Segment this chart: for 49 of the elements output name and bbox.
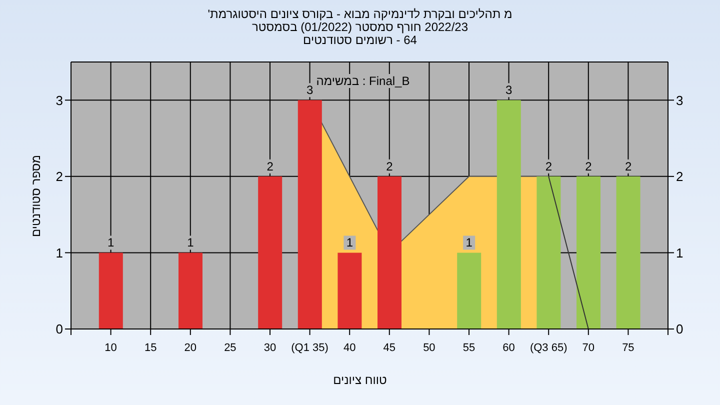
data-label: 1 (346, 236, 354, 250)
bar (536, 176, 561, 329)
x-tick-label: 20 (184, 342, 197, 354)
y-tick-label: 3 (56, 92, 63, 108)
chart-title: מ תהליכים ובקרת לדינמיקה מבוא - בקורס ציונים היסטוגרמת' (206, 7, 514, 21)
data-label: 2 (545, 159, 552, 174)
data-label: 3 (306, 83, 314, 98)
bar (378, 176, 402, 329)
y2-tick-label: 1 (676, 245, 684, 260)
y2-tick-label: 3 (676, 92, 684, 108)
bar (576, 176, 600, 329)
data-label: 2 (624, 159, 632, 174)
data-label: 1 (187, 236, 194, 250)
x-tick-label: 50 (423, 342, 436, 354)
x-tick-label: 10 (104, 342, 117, 354)
bar (258, 176, 282, 329)
x-tick-label: 75 (622, 342, 634, 354)
bar (616, 176, 640, 329)
x-tick-label: 40 (343, 342, 356, 354)
x-axis-title: טווח ציונים (332, 373, 388, 387)
y-tick-label: 1 (56, 245, 63, 260)
y-tick-label: 0 (56, 322, 63, 337)
data-label: 2 (266, 159, 274, 174)
x-tick-label: (Q1 35) (291, 342, 328, 354)
data-label: 3 (506, 83, 513, 98)
bar (496, 100, 521, 329)
y-tick-label: 2 (56, 169, 63, 184)
bar (98, 252, 123, 329)
data-label: 1 (108, 236, 115, 250)
y-axis-title: מספר סטודנטים (29, 154, 43, 238)
x-tick-label: 25 (224, 342, 236, 354)
x-tick-label: 45 (383, 342, 396, 354)
bar (178, 252, 202, 329)
chart-subtitle: 2022/23 חורף סמסטר (01/2022) בסמסטר 64 - רשומים סטודנטים (250, 20, 470, 47)
data-label: 2 (386, 159, 394, 174)
y2-tick-label: 0 (676, 322, 684, 337)
bar (338, 252, 362, 329)
bar (298, 100, 322, 329)
x-tick-label: 60 (502, 342, 515, 354)
x-tick-label: 70 (582, 342, 595, 354)
bar (457, 252, 482, 329)
data-label: 2 (585, 159, 592, 174)
x-tick-label: 55 (462, 342, 476, 354)
x-tick-label: (Q3 65) (530, 342, 568, 354)
x-tick-label: 30 (264, 342, 276, 354)
y2-tick-label: 2 (676, 169, 684, 184)
annotation: במשימה : Final_B (313, 74, 413, 88)
x-tick-label: 15 (144, 342, 157, 354)
data-label: 1 (466, 236, 473, 250)
